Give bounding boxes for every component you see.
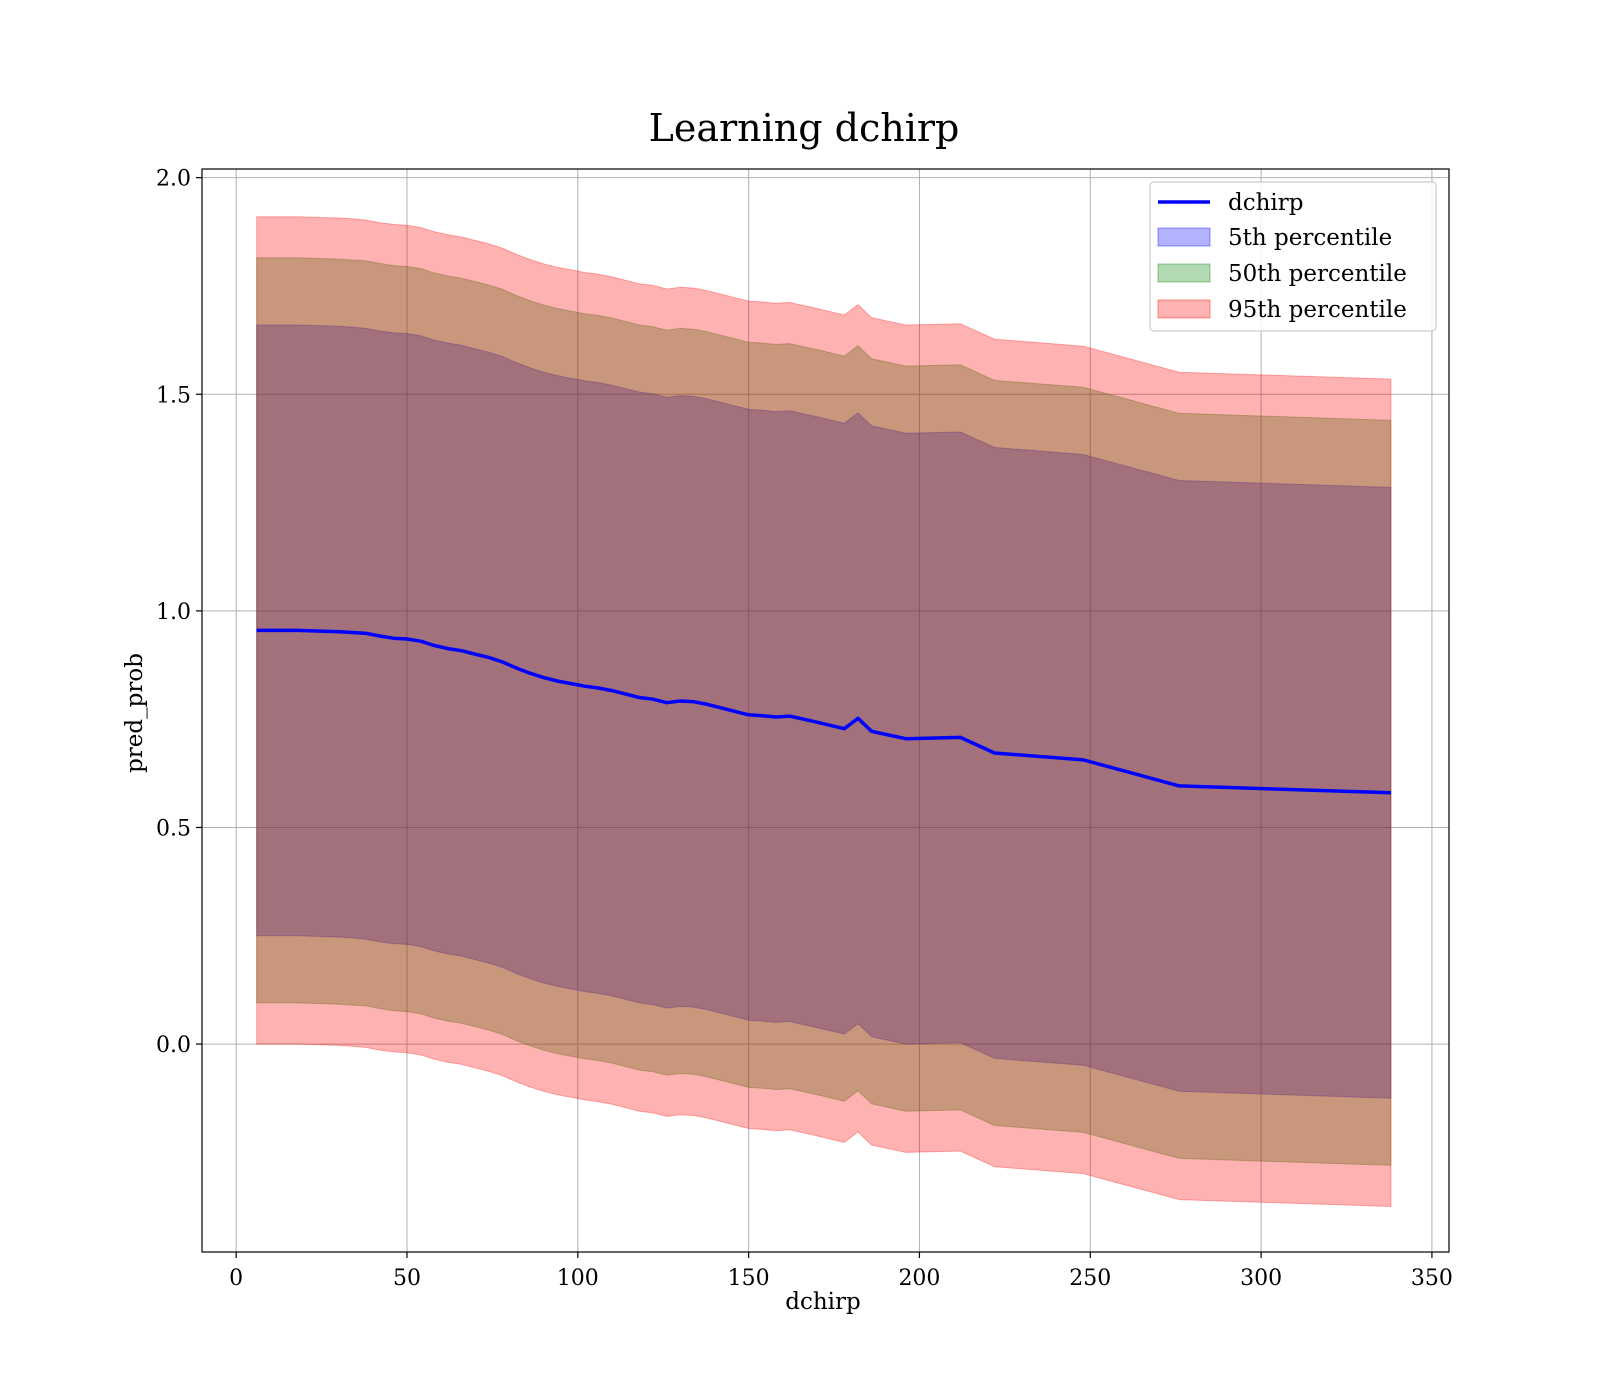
series-lines <box>256 628 1391 795</box>
band-95th-percentile <box>256 216 1392 1208</box>
legend-label-dchirp: dchirp <box>1228 190 1304 216</box>
chart-title: Learning dchirp <box>649 106 960 150</box>
y-tick-label: 1.0 <box>156 600 191 625</box>
legend-swatch-50th-percentile <box>1157 263 1211 283</box>
band-50th-percentile <box>256 257 1392 1166</box>
legend-swatch-5th-percentile <box>1157 227 1211 247</box>
legend-swatch-95th-percentile <box>1157 299 1211 319</box>
legend: dchirp 5th percentile 50th percentile 95… <box>1149 181 1437 332</box>
y-tick-label: 1.5 <box>156 383 191 408</box>
x-tick-label: 300 <box>1240 1266 1282 1291</box>
percentile-bands <box>256 216 1392 1208</box>
y-axis-label: pred_prob <box>122 653 148 773</box>
x-tick-label: 0 <box>229 1266 243 1291</box>
y-axis-ticks: 0.0 0.5 1.0 1.5 2.0 <box>156 167 202 1058</box>
band-5th-percentile <box>256 324 1392 1099</box>
plot-area <box>201 168 1450 1253</box>
legend-label-95th-percentile: 95th percentile <box>1228 297 1407 323</box>
y-tick-label: 0.0 <box>156 1033 191 1058</box>
plot-background <box>202 169 1449 1252</box>
x-tick-label: 200 <box>898 1266 940 1291</box>
y-tick-label: 0.5 <box>156 816 191 841</box>
plot-frame <box>201 168 1450 1253</box>
x-tick-label: 250 <box>1069 1266 1111 1291</box>
legend-label-5th-percentile: 5th percentile <box>1228 225 1392 251</box>
x-tick-label: 100 <box>557 1266 599 1291</box>
grid <box>202 169 1449 1252</box>
x-tick-label: 350 <box>1411 1266 1453 1291</box>
legend-label-50th-percentile: 50th percentile <box>1228 261 1407 287</box>
legend-frame <box>1149 181 1437 332</box>
x-axis-ticks: 0 50 100 150 200 250 300 350 <box>229 1252 1453 1291</box>
x-tick-label: 50 <box>393 1266 421 1291</box>
y-tick-label: 2.0 <box>156 167 191 192</box>
x-tick-label: 150 <box>728 1266 770 1291</box>
x-axis-label: dchirp <box>785 1289 861 1315</box>
series-line-dchirp <box>256 628 1391 795</box>
